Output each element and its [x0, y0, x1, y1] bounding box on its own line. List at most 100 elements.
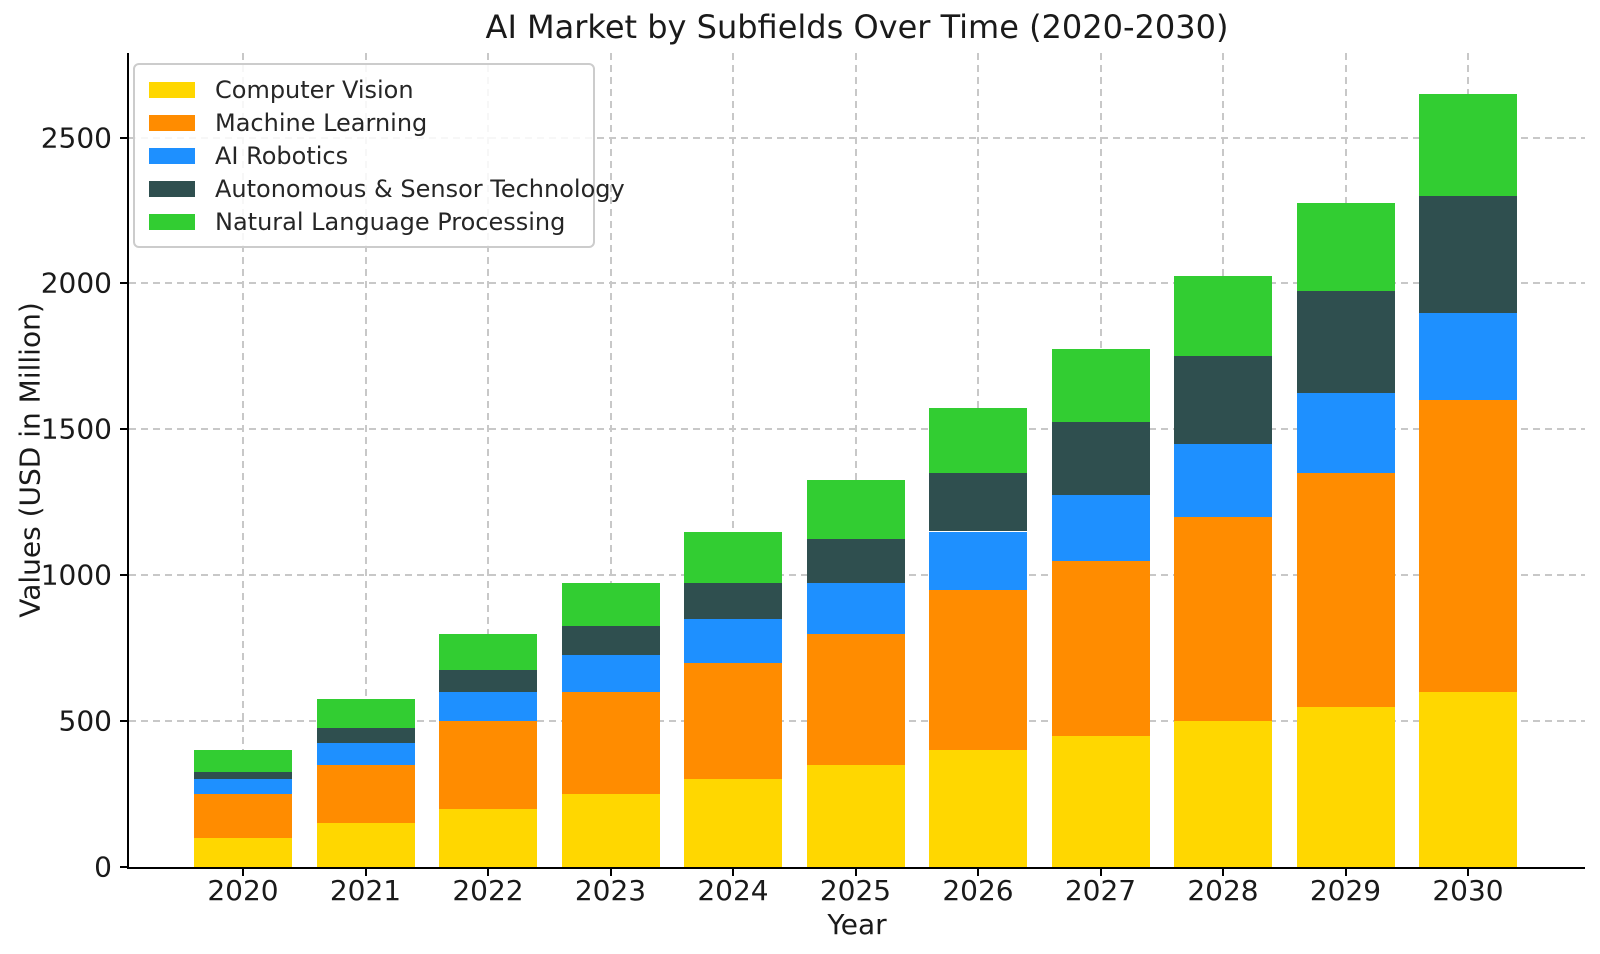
- bar-segment-2022-computer-vision: [439, 808, 537, 867]
- bar-segment-2025-natural-language-processing: [806, 480, 905, 539]
- bar-segment-2020-machine-learning: [194, 794, 292, 838]
- x-tick-label-2027: 2027: [1064, 874, 1137, 907]
- gridline-y-2500: [129, 136, 1585, 139]
- bar-segment-2026-computer-vision: [929, 750, 1027, 867]
- bar-segment-2028-ai-robotics: [1174, 443, 1272, 517]
- bar-segment-2025-ai-robotics: [806, 582, 905, 634]
- legend-swatch: [149, 81, 195, 98]
- bar-segment-2026-ai-robotics: [929, 531, 1027, 590]
- x-tick-label-2029: 2029: [1309, 874, 1382, 907]
- x-tick-2025: [854, 869, 857, 876]
- plot-area: [129, 53, 1585, 867]
- bar-segment-2026-machine-learning: [929, 589, 1027, 751]
- legend-label: AI Robotics: [215, 141, 349, 170]
- bar-segment-2027-machine-learning: [1051, 560, 1150, 736]
- x-tick-2021: [364, 869, 367, 876]
- legend-label: Machine Learning: [215, 108, 428, 137]
- bar-segment-2023-autonomous-sensor-technology: [561, 626, 660, 656]
- bar-segment-2029-computer-vision: [1296, 706, 1395, 867]
- x-tick-2028: [1222, 869, 1224, 876]
- bar-segment-2024-computer-vision: [684, 779, 782, 867]
- bar-segment-2027-computer-vision: [1051, 735, 1150, 867]
- bar-segment-2027-natural-language-processing: [1051, 349, 1150, 423]
- legend-item-ai-robotics: AI Robotics: [135, 139, 593, 172]
- x-tick-label-2020: 2020: [207, 874, 279, 907]
- legend-swatch: [149, 114, 195, 131]
- bar-segment-2022-autonomous-sensor-technology: [439, 670, 537, 692]
- legend-swatch: [149, 147, 195, 164]
- bar-segment-2025-autonomous-sensor-technology: [806, 538, 905, 583]
- left-spine: [127, 53, 129, 869]
- bar-segment-2024-autonomous-sensor-technology: [684, 582, 782, 620]
- legend-item-machine-learning: Machine Learning: [135, 106, 593, 139]
- x-tick-2024: [732, 869, 734, 876]
- bar-segment-2024-machine-learning: [684, 662, 782, 780]
- bar-segment-2028-computer-vision: [1174, 721, 1272, 867]
- bottom-spine: [127, 867, 1585, 869]
- bar-segment-2024-ai-robotics: [684, 619, 782, 663]
- bar-segment-2021-computer-vision: [316, 823, 415, 867]
- gridline-x-2020: [242, 53, 244, 867]
- gridline-y-1500: [129, 428, 1585, 431]
- y-tick-label-2000: 2000: [40, 266, 112, 300]
- bar-segment-2027-ai-robotics: [1051, 495, 1150, 561]
- x-tick-2020: [242, 869, 244, 876]
- legend-item-natural-language-processing: Natural Language Processing: [135, 205, 593, 238]
- bar-segment-2030-natural-language-processing: [1419, 93, 1517, 196]
- x-tick-label-2026: 2026: [942, 874, 1014, 907]
- bar-segment-2030-autonomous-sensor-technology: [1419, 195, 1517, 313]
- x-tick-label-2028: 2028: [1187, 874, 1259, 907]
- x-tick-2027: [1099, 869, 1102, 876]
- bar-segment-2027-autonomous-sensor-technology: [1051, 422, 1150, 496]
- bar-segment-2025-computer-vision: [806, 764, 905, 867]
- x-axis-label: Year: [827, 908, 887, 941]
- x-tick-2023: [609, 869, 612, 876]
- y-tick-0: [120, 866, 127, 868]
- bar-segment-2023-ai-robotics: [561, 655, 660, 692]
- bar-segment-2026-natural-language-processing: [929, 407, 1027, 474]
- bar-segment-2020-computer-vision: [194, 837, 292, 867]
- legend-item-autonomous-sensor-technology: Autonomous & Sensor Technology: [135, 172, 625, 205]
- x-tick-2022: [487, 869, 489, 876]
- bar-segment-2030-computer-vision: [1419, 691, 1517, 867]
- gridline-x-2023: [609, 53, 612, 867]
- x-tick-2029: [1344, 869, 1347, 876]
- bar-segment-2020-natural-language-processing: [194, 750, 292, 773]
- gridline-x-2024: [732, 53, 734, 867]
- y-tick-label-1000: 1000: [40, 558, 112, 592]
- y-tick-label-2500: 2500: [40, 121, 112, 155]
- gridline-x-2021: [364, 53, 367, 867]
- bar-segment-2022-natural-language-processing: [439, 633, 537, 671]
- bar-segment-2028-machine-learning: [1174, 516, 1272, 722]
- y-tick-label-500: 500: [58, 704, 112, 738]
- y-tick-2500: [120, 136, 127, 139]
- x-tick-label-2030: 2030: [1432, 874, 1504, 907]
- legend: Computer Vision Machine Learning AI Roboti…: [133, 63, 625, 248]
- bar-segment-2030-machine-learning: [1419, 400, 1517, 692]
- gridline-y-2000: [129, 282, 1585, 285]
- x-tick-2030: [1467, 869, 1469, 876]
- y-tick-label-1500: 1500: [40, 412, 112, 446]
- legend-swatch: [149, 180, 195, 197]
- x-tick-label-2024: 2024: [697, 874, 769, 907]
- legend-label: Computer Vision: [215, 75, 414, 104]
- gridline-x-2025: [854, 53, 857, 867]
- bar-segment-2028-natural-language-processing: [1174, 276, 1272, 357]
- legend-label: Autonomous & Sensor Technology: [215, 174, 625, 203]
- bar-segment-2023-machine-learning: [561, 691, 660, 795]
- bar-segment-2022-machine-learning: [439, 721, 537, 809]
- legend-item-computer-vision: Computer Vision: [135, 73, 593, 106]
- bar-segment-2029-autonomous-sensor-technology: [1296, 290, 1395, 393]
- bar-segment-2021-machine-learning: [316, 764, 415, 824]
- bar-segment-2024-natural-language-processing: [684, 531, 782, 583]
- bar-segment-2023-natural-language-processing: [561, 582, 660, 627]
- x-tick-label-2022: 2022: [452, 874, 524, 907]
- y-tick-1500: [120, 428, 127, 431]
- bar-segment-2022-ai-robotics: [439, 691, 537, 722]
- legend-label: Natural Language Processing: [215, 207, 566, 236]
- x-tick-label-2021: 2021: [329, 874, 402, 907]
- y-tick-2000: [120, 282, 127, 285]
- bar-segment-2021-ai-robotics: [316, 743, 415, 765]
- chart-title: AI Market by Subfields Over Time (2020-2…: [485, 8, 1229, 46]
